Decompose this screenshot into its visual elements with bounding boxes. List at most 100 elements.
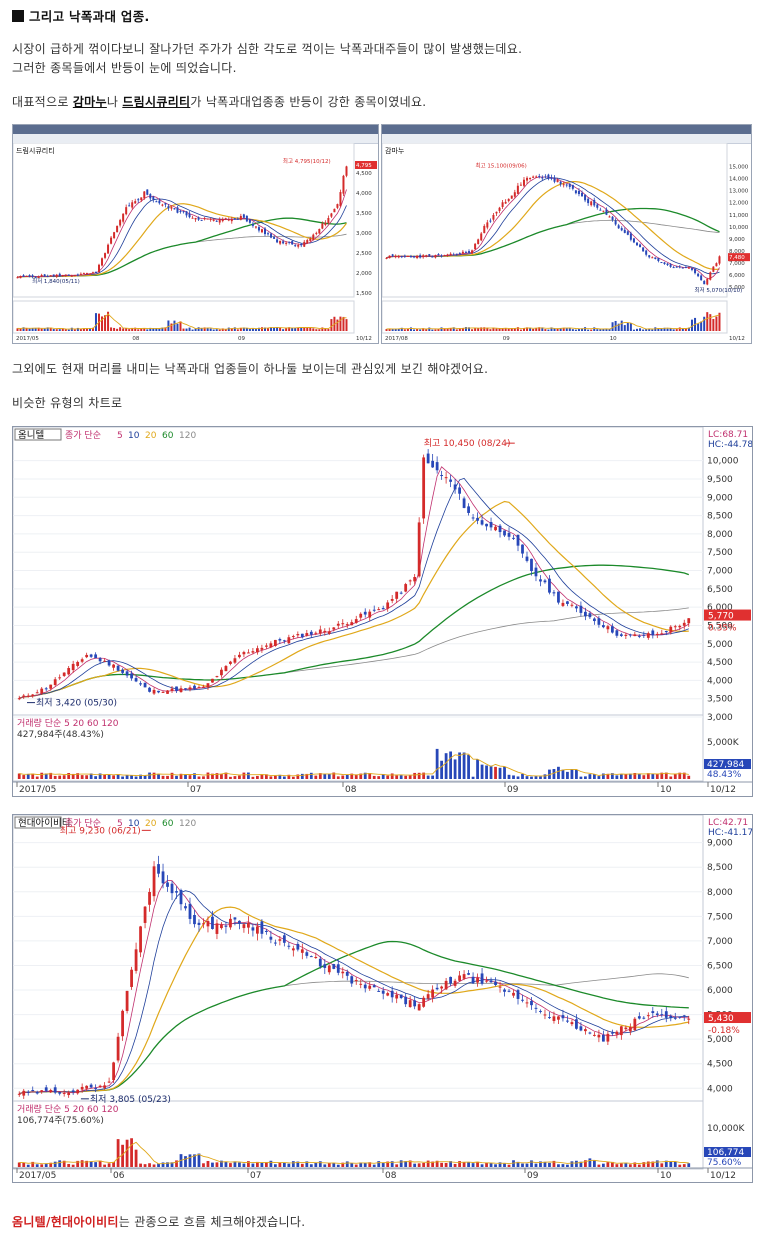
candle-body xyxy=(309,956,313,958)
candle-body xyxy=(575,1019,578,1029)
volume-bar xyxy=(251,1163,255,1167)
candle-body xyxy=(287,637,291,644)
candle-body xyxy=(669,626,673,633)
stock-name-box xyxy=(14,816,62,829)
volume-bar xyxy=(76,327,79,331)
candle-body xyxy=(561,602,565,606)
candle-body xyxy=(462,498,466,508)
volume-bar xyxy=(455,329,458,331)
volume-bar xyxy=(197,1153,201,1167)
volume-bar xyxy=(660,772,664,779)
stock-link-gammanu[interactable]: 감마누 xyxy=(72,95,107,109)
small-date-label: 10/12 xyxy=(356,336,372,342)
volume-bar xyxy=(113,327,116,331)
volume-bar xyxy=(562,327,565,331)
volume-bar xyxy=(98,773,102,779)
volume-bar xyxy=(471,329,474,331)
candle-body xyxy=(388,255,391,259)
volume-bar xyxy=(561,1164,565,1167)
candle-body xyxy=(687,267,690,269)
candle-body xyxy=(543,580,547,583)
stock-link-dream-security[interactable]: 드림시큐리티 xyxy=(122,95,191,109)
candle-body xyxy=(636,242,638,246)
volume-bar xyxy=(596,329,599,331)
price-tick-label: 8,000 xyxy=(707,888,733,898)
candle-body xyxy=(503,530,506,536)
candle-body xyxy=(404,996,408,1005)
candle-body xyxy=(282,935,286,943)
candle-body xyxy=(584,611,587,617)
candle-body xyxy=(385,257,388,259)
candle-body xyxy=(257,227,260,231)
volume-bar xyxy=(40,1164,44,1167)
candle-body xyxy=(461,251,464,254)
candle-body xyxy=(40,1090,44,1092)
candle-body xyxy=(628,1026,632,1032)
volume-bar xyxy=(678,772,682,779)
candle-body xyxy=(501,202,504,207)
volume-bar xyxy=(267,328,270,331)
volume-bar xyxy=(148,772,151,779)
volume-bar xyxy=(449,328,452,331)
candle-body xyxy=(593,1034,596,1036)
candle-body xyxy=(40,274,43,277)
price-tick-label: 4,000 xyxy=(707,1084,733,1094)
candle-body xyxy=(552,592,556,594)
volume-bar xyxy=(597,1164,601,1167)
small-price-tick: 14,000 xyxy=(729,177,749,183)
high-price-label: 최고 10,450 (08/24) xyxy=(424,438,511,449)
volume-bar xyxy=(58,1160,62,1167)
candle-body xyxy=(202,686,205,688)
candle-body xyxy=(513,192,516,197)
candle-body xyxy=(273,237,276,239)
candle-body xyxy=(617,225,620,229)
volume-bar xyxy=(185,328,188,331)
candle-body xyxy=(273,942,277,944)
candle-body xyxy=(678,1016,682,1018)
candle-body xyxy=(297,245,300,247)
candle-body xyxy=(602,210,605,212)
candlestick-chart: 10,000 9,500 9,000 8,500 8,000 7,500 7,000 6,50… xyxy=(13,427,752,795)
candle-body xyxy=(637,635,641,637)
candle-body xyxy=(209,218,212,220)
candle-body xyxy=(377,609,381,611)
volume-bar xyxy=(712,318,715,331)
candle-body xyxy=(660,633,664,635)
candle-body xyxy=(269,936,273,940)
change-percent-text: 0.35% xyxy=(708,624,737,634)
candle-body xyxy=(218,219,221,223)
volume-bar xyxy=(315,329,318,331)
small-date-label: 10 xyxy=(610,336,617,342)
candle-body xyxy=(474,243,477,250)
volume-bar xyxy=(525,776,529,779)
volume-bar xyxy=(85,1160,89,1167)
volume-bar xyxy=(121,776,124,779)
candle-body xyxy=(170,688,174,691)
volume-bar xyxy=(669,1161,673,1167)
volume-bar xyxy=(146,329,149,331)
candle-body xyxy=(73,275,76,277)
volume-bar xyxy=(287,1163,291,1167)
volume-bar xyxy=(336,319,339,331)
volume-bar xyxy=(557,766,560,779)
candle-body xyxy=(394,256,397,258)
volume-bar xyxy=(435,748,439,779)
candle-body xyxy=(687,618,691,624)
candle-body xyxy=(291,948,295,951)
candle-body xyxy=(579,605,583,613)
candle-body xyxy=(587,198,590,204)
price-tick-label: 7,000 xyxy=(707,937,733,947)
volume-bar xyxy=(467,1162,470,1167)
volume-bar xyxy=(390,1161,394,1167)
volume-bar xyxy=(251,776,255,779)
volume-bar xyxy=(593,1160,596,1167)
volume-bar xyxy=(251,328,254,331)
candle-body xyxy=(467,973,470,975)
volume-bar xyxy=(468,327,470,331)
volume-bar xyxy=(403,329,406,331)
date-label: 07 xyxy=(250,1171,261,1181)
volume-ma-line xyxy=(17,313,347,330)
volume-bar xyxy=(224,329,227,331)
volume-bar xyxy=(489,329,492,331)
volume-bar xyxy=(646,773,650,779)
